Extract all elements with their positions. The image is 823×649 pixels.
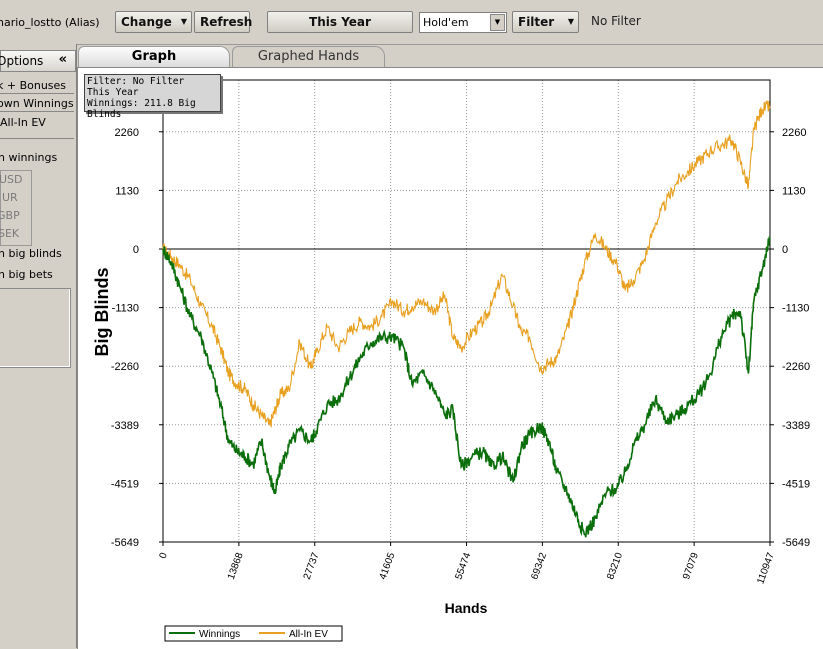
- unit-big-blinds[interactable]: n big blinds: [0, 247, 62, 260]
- y-tick-label: -4519: [111, 478, 139, 490]
- tab-graph[interactable]: Graph: [78, 46, 230, 67]
- x-tick-label: 27737: [302, 551, 322, 581]
- info-period: This Year: [87, 87, 139, 98]
- y-tick-label-right: -4519: [782, 478, 810, 490]
- change-button-label: Change: [121, 15, 172, 29]
- refresh-button-label: Refresh: [200, 15, 253, 29]
- period-button-label: This Year: [309, 15, 371, 29]
- y-tick-label: -1130: [112, 303, 139, 315]
- y-tick-label: -2260: [111, 361, 139, 373]
- change-button[interactable]: Change ▼: [115, 11, 192, 33]
- game-type-select[interactable]: Hold'em ▼: [419, 12, 507, 33]
- y-tick-label-right: 2260: [782, 127, 806, 139]
- dropdown-arrow-icon[interactable]: ▼: [490, 14, 505, 31]
- sidebar-item-allin-ev[interactable]: All-In EV: [0, 116, 46, 129]
- options-title: Options: [0, 54, 44, 68]
- tab-graph-label: Graph: [131, 49, 177, 64]
- x-tick-label: 83210: [605, 551, 625, 581]
- y-tick-label: 1130: [115, 185, 139, 197]
- legend-box: [164, 625, 343, 642]
- currency-eur[interactable]: UR: [2, 191, 18, 204]
- y-tick-label-right: 0: [782, 244, 788, 256]
- series-line-all-in-ev: [162, 100, 771, 428]
- tab-graphed-hands-label: Graphed Hands: [257, 49, 360, 64]
- options-header[interactable]: Options «: [0, 50, 76, 72]
- y-tick-label-right: -2260: [782, 361, 810, 373]
- y-tick-label-right: -1130: [782, 303, 809, 315]
- filter-button[interactable]: Filter ▼: [512, 11, 579, 33]
- show-winnings-label[interactable]: n winnings: [0, 151, 58, 164]
- sidebar-item-bonuses[interactable]: k + Bonuses: [0, 79, 67, 92]
- chevron-down-icon: ▼: [180, 17, 187, 26]
- x-tick-label: 13868: [226, 551, 246, 581]
- toolbar: hario_lostto (Alias) Change ▼ Refresh Th…: [0, 0, 823, 45]
- filter-status: No Filter: [591, 14, 641, 28]
- y-tick-label: 2260: [115, 127, 139, 139]
- chart-legend: Winnings All-In EV: [164, 625, 343, 642]
- y-tick-label-right: 1130: [782, 185, 806, 197]
- refresh-button[interactable]: Refresh: [194, 11, 253, 33]
- y-tick-label-right: -3389: [782, 420, 810, 432]
- info-winnings: Winnings: 211.8 Big Blinds: [87, 98, 196, 120]
- sidebar-panel: [0, 288, 71, 368]
- chevron-down-icon: ▼: [567, 17, 574, 26]
- currency-sek[interactable]: SEK: [0, 227, 20, 240]
- series-lines: [162, 100, 771, 538]
- series-line-winnings: [162, 236, 771, 538]
- legend-label: Winnings: [199, 629, 240, 640]
- collapse-icon[interactable]: «: [58, 52, 67, 67]
- sidebar-item-showdown-winnings[interactable]: own Winnings: [0, 97, 74, 110]
- filter-button-label: Filter: [518, 15, 555, 29]
- tab-bar: Graph Graphed Hands: [78, 46, 823, 68]
- plot-frame: [162, 79, 771, 543]
- tab-graphed-hands[interactable]: Graphed Hands: [232, 46, 385, 67]
- x-tick-label: 69342: [529, 551, 549, 581]
- unit-big-bets[interactable]: n big bets: [0, 268, 53, 281]
- y-tick-label: -3389: [111, 420, 139, 432]
- graph-panel: [77, 67, 823, 649]
- filter-info-box: Filter: No Filter This Year Winnings: 21…: [84, 74, 221, 120]
- y-tick-label: -5649: [111, 537, 139, 549]
- currency-usd[interactable]: USD: [0, 173, 23, 186]
- game-type-value: Hold'em: [423, 16, 469, 29]
- x-tick-label: 110947: [755, 551, 777, 586]
- x-tick-label: 97079: [681, 551, 701, 581]
- x-tick-label: 55474: [453, 551, 473, 581]
- currency-gbp[interactable]: GBP: [0, 209, 20, 222]
- x-axis-title: Hands: [445, 600, 488, 616]
- legend-label: All-In EV: [289, 629, 328, 640]
- currency-list: USD UR GBP SEK: [0, 170, 32, 246]
- player-alias: hario_lostto (Alias): [0, 16, 100, 29]
- info-filter: Filter: No Filter: [87, 76, 185, 87]
- x-tick-label: 0: [158, 551, 170, 560]
- period-button[interactable]: This Year: [267, 11, 413, 33]
- y-tick-label-right: -5649: [782, 537, 810, 549]
- y-tick-label: 0: [133, 244, 139, 256]
- options-sidebar: Options « k + Bonuses own Winnings All-I…: [0, 44, 77, 648]
- x-tick-label: 41605: [378, 551, 398, 581]
- y-axis-title: Big Blinds: [92, 268, 112, 357]
